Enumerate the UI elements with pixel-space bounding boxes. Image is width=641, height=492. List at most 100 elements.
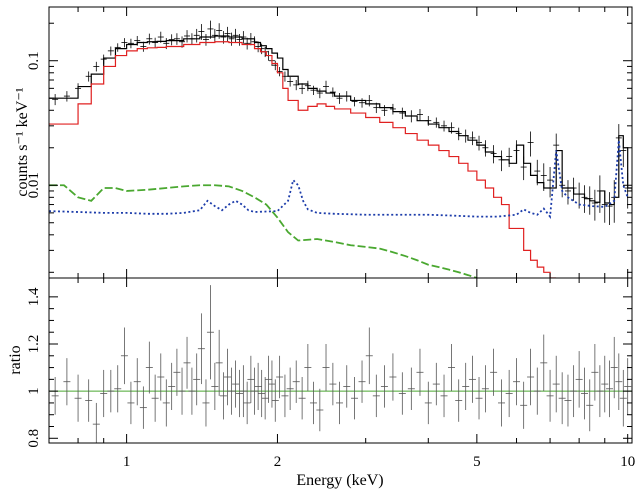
- ratio-point: [183, 336, 191, 389]
- data-point: [293, 80, 300, 91]
- ratio-point: [619, 369, 627, 427]
- data-point: [244, 37, 251, 50]
- ratio-point: [254, 362, 262, 410]
- ratio-point: [268, 360, 276, 408]
- ratio-point: [591, 344, 599, 401]
- data-point: [152, 37, 159, 48]
- data-point: [329, 87, 336, 98]
- ratio-point: [462, 362, 470, 410]
- data-point: [564, 180, 571, 205]
- ratio-point: [490, 348, 498, 396]
- data-point: [299, 83, 306, 95]
- ratio-point: [114, 365, 122, 413]
- data-point: [498, 150, 505, 172]
- ratio-point: [343, 365, 351, 408]
- ratio-point: [322, 344, 330, 392]
- ratio-point: [193, 353, 201, 406]
- y-tick-label: 1: [26, 387, 42, 395]
- ratio-plot-area: [49, 285, 632, 443]
- ratio-point: [372, 374, 380, 418]
- ratio-point: [206, 285, 214, 380]
- ratio-point: [455, 379, 463, 422]
- ratio-point: [261, 377, 269, 420]
- ratio-point: [232, 360, 240, 408]
- ratio-point: [74, 374, 82, 422]
- data-point: [351, 97, 358, 107]
- y-tick-label: 1.4: [26, 287, 42, 306]
- ratio-point: [424, 381, 432, 425]
- ratio-point: [440, 374, 448, 418]
- ratio-point: [316, 388, 324, 432]
- ratio-point: [133, 358, 141, 406]
- x-tick-label: 2: [274, 454, 282, 470]
- data-point: [228, 32, 235, 46]
- y-tick-label: 0.8: [26, 429, 42, 448]
- y-tick-label: 0.1: [26, 51, 42, 70]
- data-point: [168, 34, 175, 46]
- data-point: [63, 91, 70, 102]
- ratio-point: [468, 355, 476, 403]
- ratio-point: [309, 381, 317, 425]
- ratio-point: [247, 355, 255, 403]
- ratio-point: [251, 367, 259, 415]
- data-point: [366, 95, 373, 107]
- ratio-point: [271, 379, 279, 422]
- ratio-point: [624, 358, 632, 415]
- ratio-point: [564, 374, 572, 427]
- ratio-point: [85, 379, 93, 422]
- ratio-axis-ticks: 1 2 5 10 0.8 1 1.2 1.4: [26, 278, 635, 470]
- data-point: [416, 108, 423, 121]
- ratio-point: [570, 365, 578, 418]
- ratio-point: [276, 355, 284, 399]
- data-point: [433, 117, 440, 128]
- ratio-point: [520, 381, 528, 429]
- y-tick-label: 0.01: [26, 172, 42, 198]
- data-point: [236, 33, 243, 46]
- ratio-point: [304, 344, 312, 392]
- data-point: [140, 41, 147, 52]
- ratio-point: [329, 362, 337, 406]
- ratio-point: [546, 369, 554, 422]
- ratio-point: [162, 379, 170, 427]
- ratio-point: [92, 402, 100, 443]
- ratio-point: [127, 381, 135, 425]
- ratio-point: [601, 355, 609, 413]
- ratio-point: [610, 336, 618, 399]
- ratio-point: [336, 381, 344, 425]
- ratio-point: [527, 348, 535, 406]
- data-point: [202, 33, 209, 46]
- ratio-point: [139, 386, 147, 429]
- y-tick-label: 1.2: [26, 335, 42, 354]
- data-point: [441, 120, 448, 132]
- ratio-point: [228, 367, 236, 415]
- ratio-point: [416, 348, 424, 396]
- ratio-point: [281, 374, 289, 418]
- ratio-point: [552, 355, 560, 413]
- ratio-point: [389, 353, 397, 401]
- ratio-point: [145, 341, 153, 394]
- ratio-point: [596, 365, 604, 418]
- data-point: [121, 38, 128, 48]
- ratio-point: [380, 365, 388, 408]
- ratio-point: [432, 362, 440, 406]
- ratio-point: [224, 348, 232, 406]
- ratio-point: [575, 351, 583, 408]
- data-point: [207, 20, 214, 39]
- ratio-point: [351, 377, 359, 420]
- spectrum-plot-area: [49, 20, 632, 278]
- ratio-point: [481, 365, 489, 413]
- data-point: [114, 43, 121, 52]
- ratio-point: [358, 360, 366, 403]
- ratio-point: [219, 372, 227, 420]
- ratio-point: [286, 367, 294, 410]
- ratio-point: [505, 369, 513, 418]
- ratio-point: [120, 327, 128, 385]
- blue-component-line: [49, 140, 629, 219]
- ratio-point: [173, 348, 181, 396]
- data-point: [381, 105, 388, 116]
- data-point: [193, 28, 200, 43]
- ratio-point: [168, 362, 176, 410]
- ratio-point: [581, 367, 589, 420]
- data-point: [146, 33, 153, 45]
